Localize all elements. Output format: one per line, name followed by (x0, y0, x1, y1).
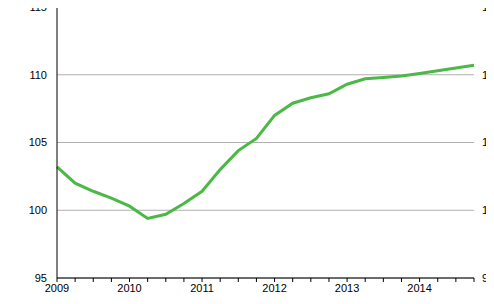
svg-text:115: 115 (29, 8, 47, 13)
svg-text:100: 100 (29, 204, 47, 216)
svg-text:2013: 2013 (335, 282, 359, 294)
svg-text:105: 105 (482, 136, 486, 148)
svg-text:110: 110 (29, 69, 47, 81)
svg-text:2011: 2011 (190, 282, 214, 294)
svg-text:95: 95 (35, 272, 47, 284)
svg-text:100: 100 (482, 204, 486, 216)
svg-text:2009: 2009 (45, 282, 69, 294)
svg-text:105: 105 (29, 136, 47, 148)
svg-text:2014: 2014 (407, 282, 431, 294)
svg-text:95: 95 (482, 272, 486, 284)
svg-text:115: 115 (482, 8, 486, 13)
svg-text:110: 110 (482, 69, 486, 81)
svg-text:2012: 2012 (262, 282, 286, 294)
svg-text:2010: 2010 (117, 282, 141, 294)
